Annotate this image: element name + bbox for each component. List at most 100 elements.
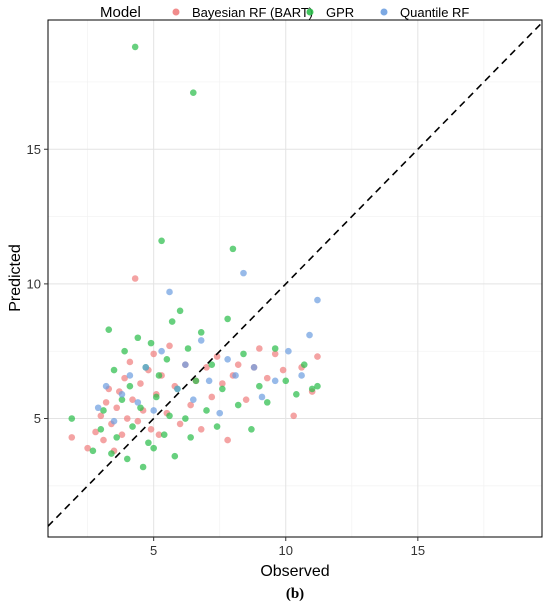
legend-key-series-1	[306, 8, 314, 16]
data-point-series-2	[298, 372, 305, 379]
data-point-series-0	[97, 412, 105, 420]
data-point-series-1	[219, 385, 226, 393]
data-point-series-1	[213, 423, 221, 430]
data-point-series-0	[224, 436, 231, 444]
y-axis-ticks: 5 10 15	[27, 142, 48, 426]
data-point-series-2	[142, 364, 150, 371]
data-point-series-2	[250, 364, 258, 371]
data-point-series-1	[224, 315, 231, 323]
data-point-series-1	[314, 382, 321, 390]
data-point-series-2	[224, 355, 231, 363]
data-point-series-2	[271, 377, 279, 385]
data-point-series-0	[314, 353, 321, 360]
data-point-series-1	[168, 318, 176, 325]
data-point-series-1	[263, 399, 271, 406]
data-point-series-1	[129, 423, 136, 430]
legend-label-series-1: GPR	[326, 5, 354, 20]
legend-label-series-0: Bayesian RF (BART)	[192, 5, 313, 20]
data-point-series-1	[134, 334, 142, 342]
data-point-series-2	[134, 399, 142, 406]
data-point-series-2	[118, 390, 126, 398]
data-point-series-1	[271, 345, 279, 352]
data-point-series-2	[174, 385, 181, 393]
data-point-series-1	[282, 377, 290, 385]
data-point-series-1	[166, 412, 173, 420]
y-axis-title: Predicted	[7, 244, 24, 312]
data-point-series-1	[300, 361, 308, 368]
data-point-series-1	[171, 452, 179, 460]
data-point-series-0	[113, 404, 120, 412]
data-point-series-1	[248, 425, 255, 433]
data-point-series-2	[182, 361, 189, 368]
data-point-series-0	[131, 275, 139, 282]
data-point-series-2	[189, 396, 197, 403]
legend-key-series-2	[380, 8, 388, 16]
data-point-series-2	[166, 288, 173, 296]
data-point-series-0	[208, 393, 216, 401]
data-point-series-1	[131, 43, 139, 51]
data-point-series-1	[110, 366, 118, 374]
data-point-series-1	[234, 401, 242, 409]
data-point-series-0	[234, 361, 242, 368]
data-point-series-0	[290, 412, 297, 420]
data-point-series-1	[137, 404, 144, 412]
y-tick-label: 5	[34, 411, 41, 426]
points-layer	[68, 43, 321, 471]
data-point-series-2	[258, 393, 266, 401]
data-point-series-0	[271, 350, 279, 358]
data-point-series-1	[89, 447, 97, 455]
data-point-series-1	[100, 407, 107, 414]
data-point-series-1	[256, 382, 263, 390]
data-point-series-0	[123, 415, 131, 422]
data-point-series-1	[139, 463, 147, 471]
data-point-series-1	[184, 345, 192, 352]
legend: Model Bayesian RF (BART) GPR Quantile RF	[100, 4, 469, 21]
data-point-series-2	[232, 372, 239, 379]
data-point-series-1	[203, 407, 210, 414]
data-point-series-2	[216, 409, 224, 417]
data-point-series-1	[121, 347, 128, 355]
data-point-series-0	[118, 431, 126, 438]
data-point-series-0	[126, 358, 134, 366]
identity-reference-line	[47, 22, 543, 527]
data-point-series-1	[126, 382, 134, 390]
x-axis-title: Observed	[260, 563, 329, 580]
data-point-series-1	[108, 450, 115, 457]
data-point-series-2	[126, 372, 134, 379]
data-point-series-0	[203, 364, 210, 371]
data-point-series-0	[263, 374, 271, 382]
data-point-series-1	[293, 390, 300, 398]
data-point-series-1	[197, 329, 205, 336]
data-point-series-0	[100, 436, 107, 444]
data-point-series-1	[163, 355, 171, 363]
data-point-series-0	[102, 399, 110, 406]
x-axis-ticks: 5 10 15	[150, 537, 425, 558]
data-point-series-1	[118, 396, 126, 403]
data-point-series-0	[84, 444, 91, 452]
data-point-series-1	[105, 326, 113, 333]
data-point-series-0	[197, 425, 205, 433]
data-point-series-0	[92, 428, 99, 436]
data-point-series-2	[205, 377, 213, 385]
grid-major	[48, 20, 542, 537]
data-point-series-2	[158, 347, 165, 355]
legend-title: Model	[100, 4, 141, 21]
data-point-series-1	[187, 434, 194, 441]
legend-items: Bayesian RF (BART) GPR Quantile RF	[172, 5, 469, 20]
data-point-series-0	[256, 345, 263, 352]
data-point-series-0	[219, 380, 226, 387]
data-point-series-1	[158, 237, 165, 245]
figure-caption: (b)	[286, 586, 304, 602]
data-point-series-1	[150, 444, 157, 452]
data-point-series-2	[94, 404, 102, 412]
grid-minor	[48, 20, 542, 537]
legend-label-series-2: Quantile RF	[400, 5, 469, 20]
data-point-series-0	[213, 353, 221, 360]
plot-border	[47, 19, 543, 538]
data-point-series-0	[150, 350, 157, 358]
data-point-series-1	[68, 415, 76, 422]
data-point-series-0	[68, 434, 76, 441]
data-point-series-0	[176, 420, 184, 428]
data-point-series-2	[306, 331, 313, 339]
